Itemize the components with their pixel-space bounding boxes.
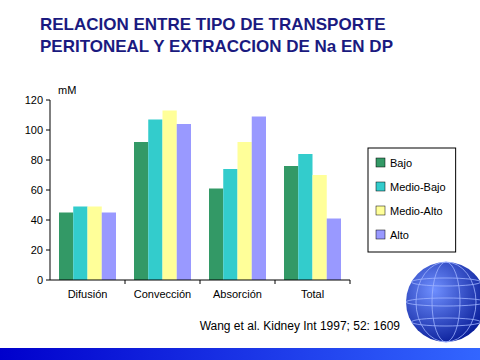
bar	[59, 213, 73, 281]
x-tick	[350, 280, 351, 284]
y-tick	[46, 100, 50, 101]
title-line: PERITONEAL Y EXTRACCION DE Na EN DP	[40, 37, 393, 56]
y-tick-label: 80	[31, 154, 43, 166]
y-axis-label: mM	[58, 84, 76, 96]
y-tick	[46, 130, 50, 131]
y-tick-label: 40	[31, 214, 43, 226]
bar	[177, 124, 191, 280]
legend-swatch	[376, 230, 385, 239]
legend-label: Medio-Alto	[390, 205, 443, 217]
legend: Bajo Medio-Bajo Medio-Alto Alto	[368, 148, 456, 252]
x-tick-label: Total	[301, 288, 324, 300]
bar	[148, 120, 162, 281]
y-tick-label: 120	[25, 94, 43, 106]
chart-canvas: RELACION ENTRE TIPO DE TRANSPORTE PERITON…	[0, 0, 480, 360]
y-tick	[46, 280, 50, 281]
bar	[238, 142, 252, 280]
bars	[59, 111, 341, 281]
bar	[327, 219, 341, 281]
legend-label: Bajo	[390, 157, 412, 169]
legend-swatch	[376, 206, 385, 215]
globe-line	[432, 262, 460, 342]
legend-label: Medio-Bajo	[390, 181, 446, 193]
bar	[252, 117, 266, 281]
legend-swatch	[376, 158, 385, 167]
bar	[284, 166, 298, 280]
y-tick-label: 60	[31, 184, 43, 196]
y-tick-label: 100	[25, 124, 43, 136]
globe-line	[416, 262, 476, 342]
y-tick-label: 20	[31, 244, 43, 256]
x-tick	[125, 280, 126, 284]
bottom-band	[0, 348, 480, 360]
bar	[313, 175, 327, 280]
bar	[298, 154, 312, 280]
y-tick	[46, 190, 50, 191]
x-tick-label: Convección	[134, 288, 191, 300]
bar	[88, 207, 102, 281]
y-tick-label: 0	[37, 274, 43, 286]
bar	[223, 169, 237, 280]
bar	[163, 111, 177, 281]
legend-box	[368, 148, 456, 252]
globe	[406, 262, 480, 342]
x-tick	[200, 280, 201, 284]
y-tick	[46, 220, 50, 221]
x-tick-label: Difusión	[68, 288, 108, 300]
bar	[73, 207, 87, 281]
title-line: RELACION ENTRE TIPO DE TRANSPORTE	[40, 15, 386, 34]
citation: Wang et al. Kidney Int 1997; 52: 1609	[200, 319, 401, 333]
y-tick	[46, 250, 50, 251]
bar	[134, 142, 148, 280]
x-tick-label: Absorción	[213, 288, 262, 300]
x-tick	[275, 280, 276, 284]
legend-label: Alto	[390, 229, 409, 241]
title: RELACION ENTRE TIPO DE TRANSPORTE PERITON…	[40, 15, 393, 56]
bar	[209, 189, 223, 281]
y-tick	[46, 160, 50, 161]
legend-swatch	[376, 182, 385, 191]
globe-line	[406, 298, 480, 306]
y-axis	[50, 100, 51, 280]
bar	[102, 213, 116, 281]
